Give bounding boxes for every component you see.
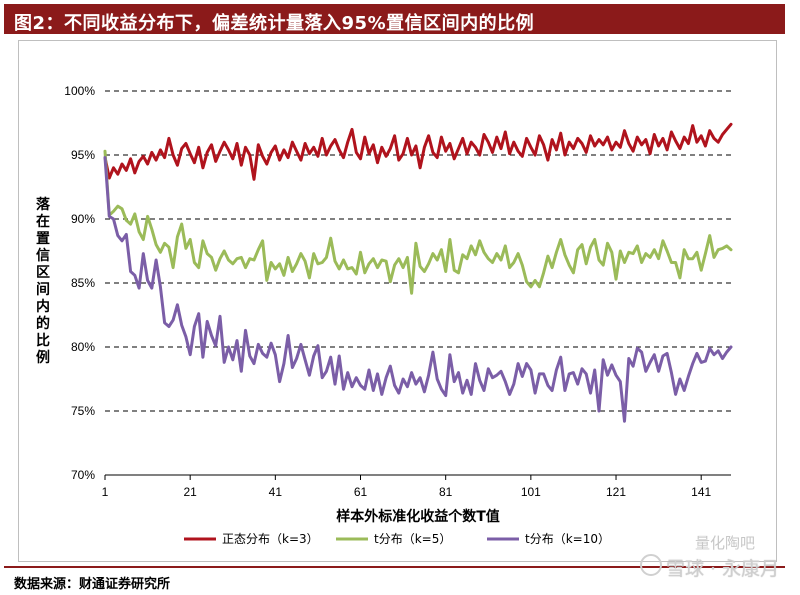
legend: 正态分布（k=3） t分布（k=5） t分布（k=10）: [184, 532, 610, 546]
line-chart: 70%75%80%85%90%95%100%1 21 41 61 81 101 121 141…: [36, 84, 733, 546]
y-tick-label: 100%: [64, 84, 95, 98]
x-tick-label: 41: [269, 485, 283, 499]
watermark-main-text: 雪球 · 永康月: [666, 558, 780, 580]
series-lines: [103, 122, 733, 423]
y-axis-title: 落在置信区间内的比例: [36, 196, 51, 366]
watermark: 量化陶吧 雪球 · 永康月: [640, 528, 785, 580]
legend-label: t分布（k=10）: [525, 532, 610, 546]
chart-frame: 70% 75% 80% 85% 90% 95% 100% 1 21 41 61 81 101 121 141…: [18, 40, 777, 562]
y-tick-label: 70%: [71, 468, 95, 482]
x-tick-label: 61: [354, 485, 368, 499]
axes: 70%75%80%85%90%95%100%1 21 41 61 81 101 121 141…: [36, 84, 731, 525]
source-note: 数据来源：财通证券研究所: [14, 577, 171, 592]
title-bar: 图2：不同收益分布下，偏差统计量落入95%置信区间内的比例: [4, 4, 785, 34]
chart-title: 图2：不同收益分布下，偏差统计量落入95%置信区间内的比例: [14, 13, 535, 34]
y-tick-label: 75%: [71, 404, 95, 418]
x-tick-label: 1: [102, 485, 109, 499]
x-tick-label: 101: [521, 485, 541, 499]
legend-label: t分布（k=5）: [374, 532, 451, 546]
y-tick-label: 90%: [71, 212, 95, 226]
x-tick-label: 21: [183, 485, 197, 499]
series-line-2: [103, 156, 733, 423]
series-line-1: [103, 149, 733, 295]
x-axis-title: 样本外标准化收益个数T值: [336, 508, 500, 525]
legend-label: 正态分布（k=3）: [222, 532, 319, 546]
x-tick-label: 141: [691, 485, 711, 499]
y-tick-label: 80%: [71, 340, 95, 354]
snowball-logo-icon: [640, 554, 662, 576]
y-tick-label: 85%: [71, 276, 95, 290]
x-tick-label: 121: [606, 485, 626, 499]
watermark-top-text: 量化陶吧: [695, 534, 756, 552]
bottom-divider: [4, 566, 785, 568]
x-tick-label: 81: [439, 485, 453, 499]
series-line-0: [103, 122, 733, 181]
y-tick-label: 95%: [71, 148, 95, 162]
